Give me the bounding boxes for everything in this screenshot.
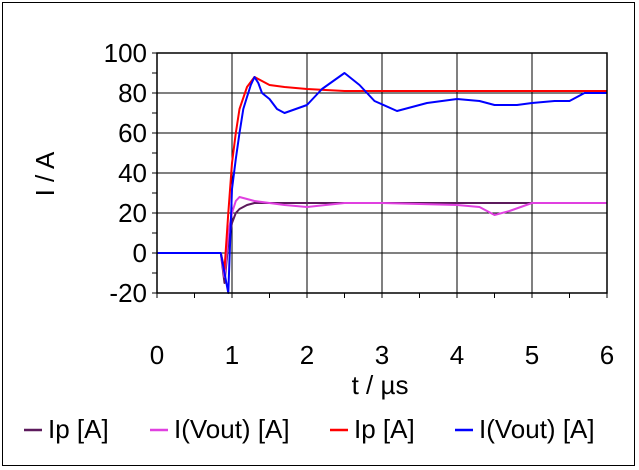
tick-labels: 100 80 60 40 20 0 -20 0 1 2 3 4 5 6 <box>104 38 615 370</box>
x-axis-label: t / µs <box>352 370 409 400</box>
chart-grid <box>152 52 608 298</box>
y-axis-label: I / A <box>30 151 60 196</box>
chart-lines <box>157 72 607 294</box>
x-tick-label: 5 <box>525 340 539 370</box>
chart-frame <box>2 2 635 466</box>
legend-label-4: I(Vout) [A] <box>479 414 595 444</box>
y-tick-label: 80 <box>118 78 147 108</box>
y-tick-label: 40 <box>118 158 147 188</box>
series-line-3 <box>157 76 607 270</box>
y-tick-label: 0 <box>133 238 147 268</box>
x-tick-label: 1 <box>225 340 239 370</box>
y-tick-label: 100 <box>104 38 147 68</box>
legend-label-1: Ip [A] <box>48 414 109 444</box>
y-tick-label: -20 <box>109 278 147 308</box>
x-tick-label: 0 <box>150 340 164 370</box>
x-tick-label: 6 <box>600 340 614 370</box>
series-line-2 <box>157 196 607 278</box>
x-tick-label: 4 <box>450 340 464 370</box>
legend-label-2: I(Vout) [A] <box>174 414 290 444</box>
plot-area-border <box>156 52 608 294</box>
series-line-4 <box>157 72 607 294</box>
x-tick-label: 3 <box>375 340 389 370</box>
legend-label-3: Ip [A] <box>354 414 415 444</box>
x-tick-label: 2 <box>300 340 314 370</box>
y-tick-label: 60 <box>118 118 147 148</box>
legend: Ip [A] I(Vout) [A] Ip [A] I(Vout) [A] <box>24 414 595 444</box>
y-tick-label: 20 <box>118 198 147 228</box>
